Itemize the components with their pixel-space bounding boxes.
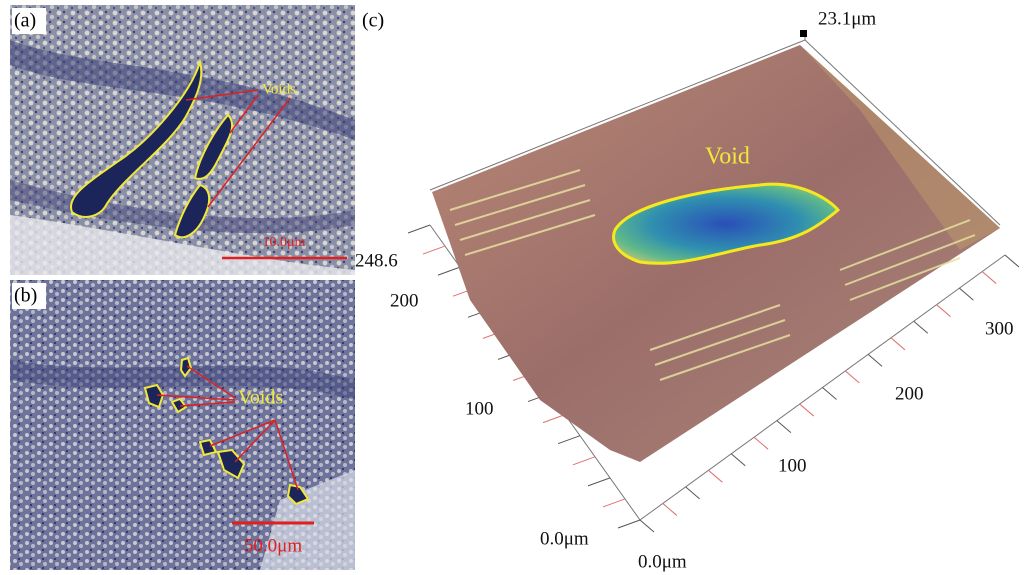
axis-label: 100 bbox=[465, 398, 494, 419]
axis-label: 200 bbox=[895, 383, 924, 404]
tick bbox=[708, 470, 722, 482]
tick bbox=[686, 487, 700, 499]
scale-bar-label: 10.0μm bbox=[263, 235, 306, 250]
tick bbox=[663, 503, 677, 515]
panel-a: Voids 10.0μm (a) bbox=[10, 5, 355, 275]
axis-label: 300 bbox=[985, 318, 1014, 339]
tick bbox=[914, 321, 928, 333]
tick bbox=[543, 415, 565, 423]
tick bbox=[408, 225, 430, 233]
tick bbox=[937, 305, 951, 317]
panel-b: Voids 50.0μm (b) bbox=[10, 280, 355, 570]
figure: Voids 10.0μm (a) Voids 50.0μm ( bbox=[0, 0, 1030, 575]
panel-label: (c) bbox=[362, 10, 384, 32]
panel-label: (b) bbox=[14, 285, 37, 307]
tick bbox=[603, 499, 625, 507]
axis-label: 100 bbox=[778, 455, 807, 476]
z-max-label: 23.1μm bbox=[818, 8, 876, 29]
tick bbox=[438, 267, 460, 275]
panel-c: (c) Void 23.1μm 248.6 200 100 0.0μm 0.0μ… bbox=[355, 8, 1019, 572]
tick bbox=[731, 454, 745, 466]
tick bbox=[891, 338, 905, 350]
axis-label: 200 bbox=[390, 290, 419, 311]
scale-bar-label: 50.0μm bbox=[244, 535, 302, 556]
annotation: Void bbox=[705, 144, 750, 170]
tick bbox=[423, 246, 445, 254]
tick bbox=[1005, 255, 1019, 267]
axis-label: 248.6 bbox=[355, 250, 398, 271]
tick bbox=[588, 478, 610, 486]
tick bbox=[573, 457, 595, 465]
tick bbox=[640, 520, 654, 532]
tick bbox=[558, 436, 580, 444]
tick bbox=[868, 354, 882, 366]
tick bbox=[800, 404, 814, 416]
axis-label: 0.0μm bbox=[638, 551, 687, 572]
tick bbox=[982, 272, 996, 284]
tick bbox=[754, 437, 768, 449]
tick bbox=[618, 520, 640, 528]
annotation: Voids bbox=[238, 387, 283, 409]
tick bbox=[959, 288, 973, 300]
axis-label: 0.0μm bbox=[540, 528, 589, 549]
tick bbox=[823, 388, 837, 400]
marker bbox=[800, 30, 807, 37]
tick bbox=[777, 421, 791, 433]
annotation: Voids bbox=[262, 81, 296, 97]
tick bbox=[845, 371, 859, 383]
panel-label: (a) bbox=[14, 10, 36, 32]
